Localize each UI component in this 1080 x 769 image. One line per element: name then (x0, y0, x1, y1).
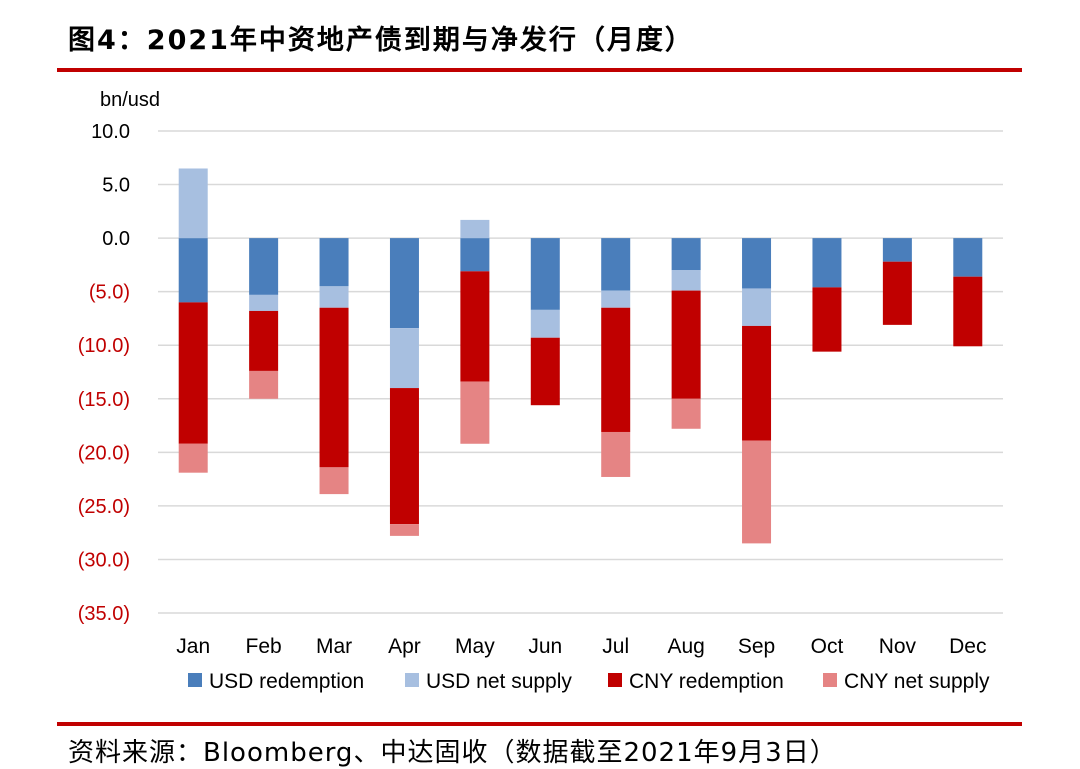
source-note: 资料来源：Bloomberg、中达固收（数据截至2021年9月3日） (68, 738, 837, 768)
bar-usd-redemption-feb (249, 238, 279, 295)
bar-cny-net-supply-jul (601, 431, 631, 477)
chart-title: 图4：2021年中资地产债到期与净发行（月度） (68, 25, 694, 56)
x-tick-label: Oct (811, 635, 844, 658)
bar-cny-redemption-mar (319, 307, 349, 468)
bar-usd-net-supply-aug (671, 270, 701, 291)
bar-usd-redemption-jun (530, 238, 560, 310)
x-tick-label: Sep (738, 635, 775, 658)
legend-swatch (405, 673, 419, 687)
bar-cny-redemption-jul (601, 307, 631, 432)
y-tick-label: (10.0) (78, 335, 130, 357)
bar-cny-net-supply-sep (742, 440, 772, 544)
bar-usd-redemption-jul (601, 238, 631, 291)
bar-cny-redemption-sep (742, 325, 772, 441)
bar-usd-net-supply-sep (742, 288, 772, 326)
bar-cny-net-supply-aug (671, 398, 701, 429)
x-tick-label: Apr (388, 635, 421, 658)
y-tick-label: (25.0) (78, 496, 130, 518)
bar-usd-net-supply-jun (530, 309, 560, 338)
y-tick-label: (30.0) (78, 549, 130, 571)
bar-cny-net-supply-feb (249, 370, 279, 399)
bar-usd-redemption-may (460, 238, 490, 272)
legend: USD redemption USD net supply CNY redempti… (188, 670, 990, 693)
y-tick-label: 5.0 (102, 175, 130, 197)
title-rule (57, 68, 1022, 72)
x-tick-label: Jul (602, 635, 629, 658)
bar-cny-redemption-feb (249, 310, 279, 371)
legend-swatch (608, 673, 622, 687)
bar-cny-redemption-nov (882, 261, 912, 325)
bar-usd-redemption-sep (742, 238, 772, 289)
bar-usd-redemption-dec (953, 238, 983, 277)
y-tick-label: (20.0) (78, 442, 130, 464)
bar-cny-net-supply-jan (178, 443, 208, 473)
x-tick-label: Mar (316, 635, 352, 658)
bar-usd-redemption-oct (812, 238, 842, 288)
y-tick-label: (15.0) (78, 389, 130, 411)
bar-cny-redemption-dec (953, 276, 983, 347)
bar-cny-redemption-may (460, 271, 490, 382)
bar-usd-redemption-aug (671, 238, 701, 271)
footer-rule (57, 722, 1022, 726)
x-tick-label: Dec (949, 635, 986, 658)
bar-cny-redemption-jun (530, 337, 560, 406)
legend-label: USD redemption (209, 670, 364, 693)
gridlines (158, 130, 1003, 614)
bar-cny-redemption-jan (178, 302, 208, 444)
bar-usd-net-supply-jul (601, 290, 631, 308)
bar-usd-redemption-jan (178, 238, 208, 303)
legend-label: CNY net supply (844, 670, 990, 693)
x-tick-label: Nov (879, 635, 917, 658)
y-tick-label: 10.0 (91, 121, 130, 143)
bar-cny-redemption-aug (671, 290, 701, 399)
y-axis-ticks: 10.0 5.0 0.0 (5.0) (10.0) (15.0) (20.0) (25.0) (… (78, 121, 130, 625)
bar-usd-net-supply-may (460, 219, 490, 239)
bar-cny-net-supply-mar (319, 467, 349, 495)
bar-usd-net-supply-apr (389, 328, 419, 389)
bar-cny-redemption-apr (389, 388, 419, 525)
bar-usd-net-supply-jan (178, 168, 208, 239)
bar-usd-net-supply-mar (319, 286, 349, 308)
legend-label: CNY redemption (629, 670, 784, 693)
legend-swatch (823, 673, 837, 687)
legend-label: USD net supply (426, 670, 572, 693)
x-axis-ticks: Jan Feb Mar Apr May Jun Jul Aug Sep Oct Nov Dec (176, 635, 986, 658)
x-tick-label: Jun (528, 635, 562, 658)
x-tick-label: Jan (176, 635, 210, 658)
unit-label: bn/usd (100, 89, 160, 111)
bar-cny-net-supply-apr (389, 524, 419, 536)
x-tick-label: May (455, 635, 495, 658)
x-tick-label: Aug (667, 635, 704, 658)
bars (178, 168, 983, 544)
bar-cny-net-supply-may (460, 381, 490, 444)
bar-usd-redemption-nov (882, 238, 912, 262)
y-tick-label: (35.0) (78, 603, 130, 625)
y-tick-label: (5.0) (89, 282, 130, 304)
bar-usd-redemption-mar (319, 238, 349, 287)
bar-cny-redemption-oct (812, 287, 842, 352)
y-tick-label: 0.0 (102, 228, 130, 250)
x-tick-label: Feb (246, 635, 282, 658)
bar-usd-redemption-apr (389, 238, 419, 329)
bar-usd-net-supply-feb (249, 294, 279, 311)
legend-swatch (188, 673, 202, 687)
